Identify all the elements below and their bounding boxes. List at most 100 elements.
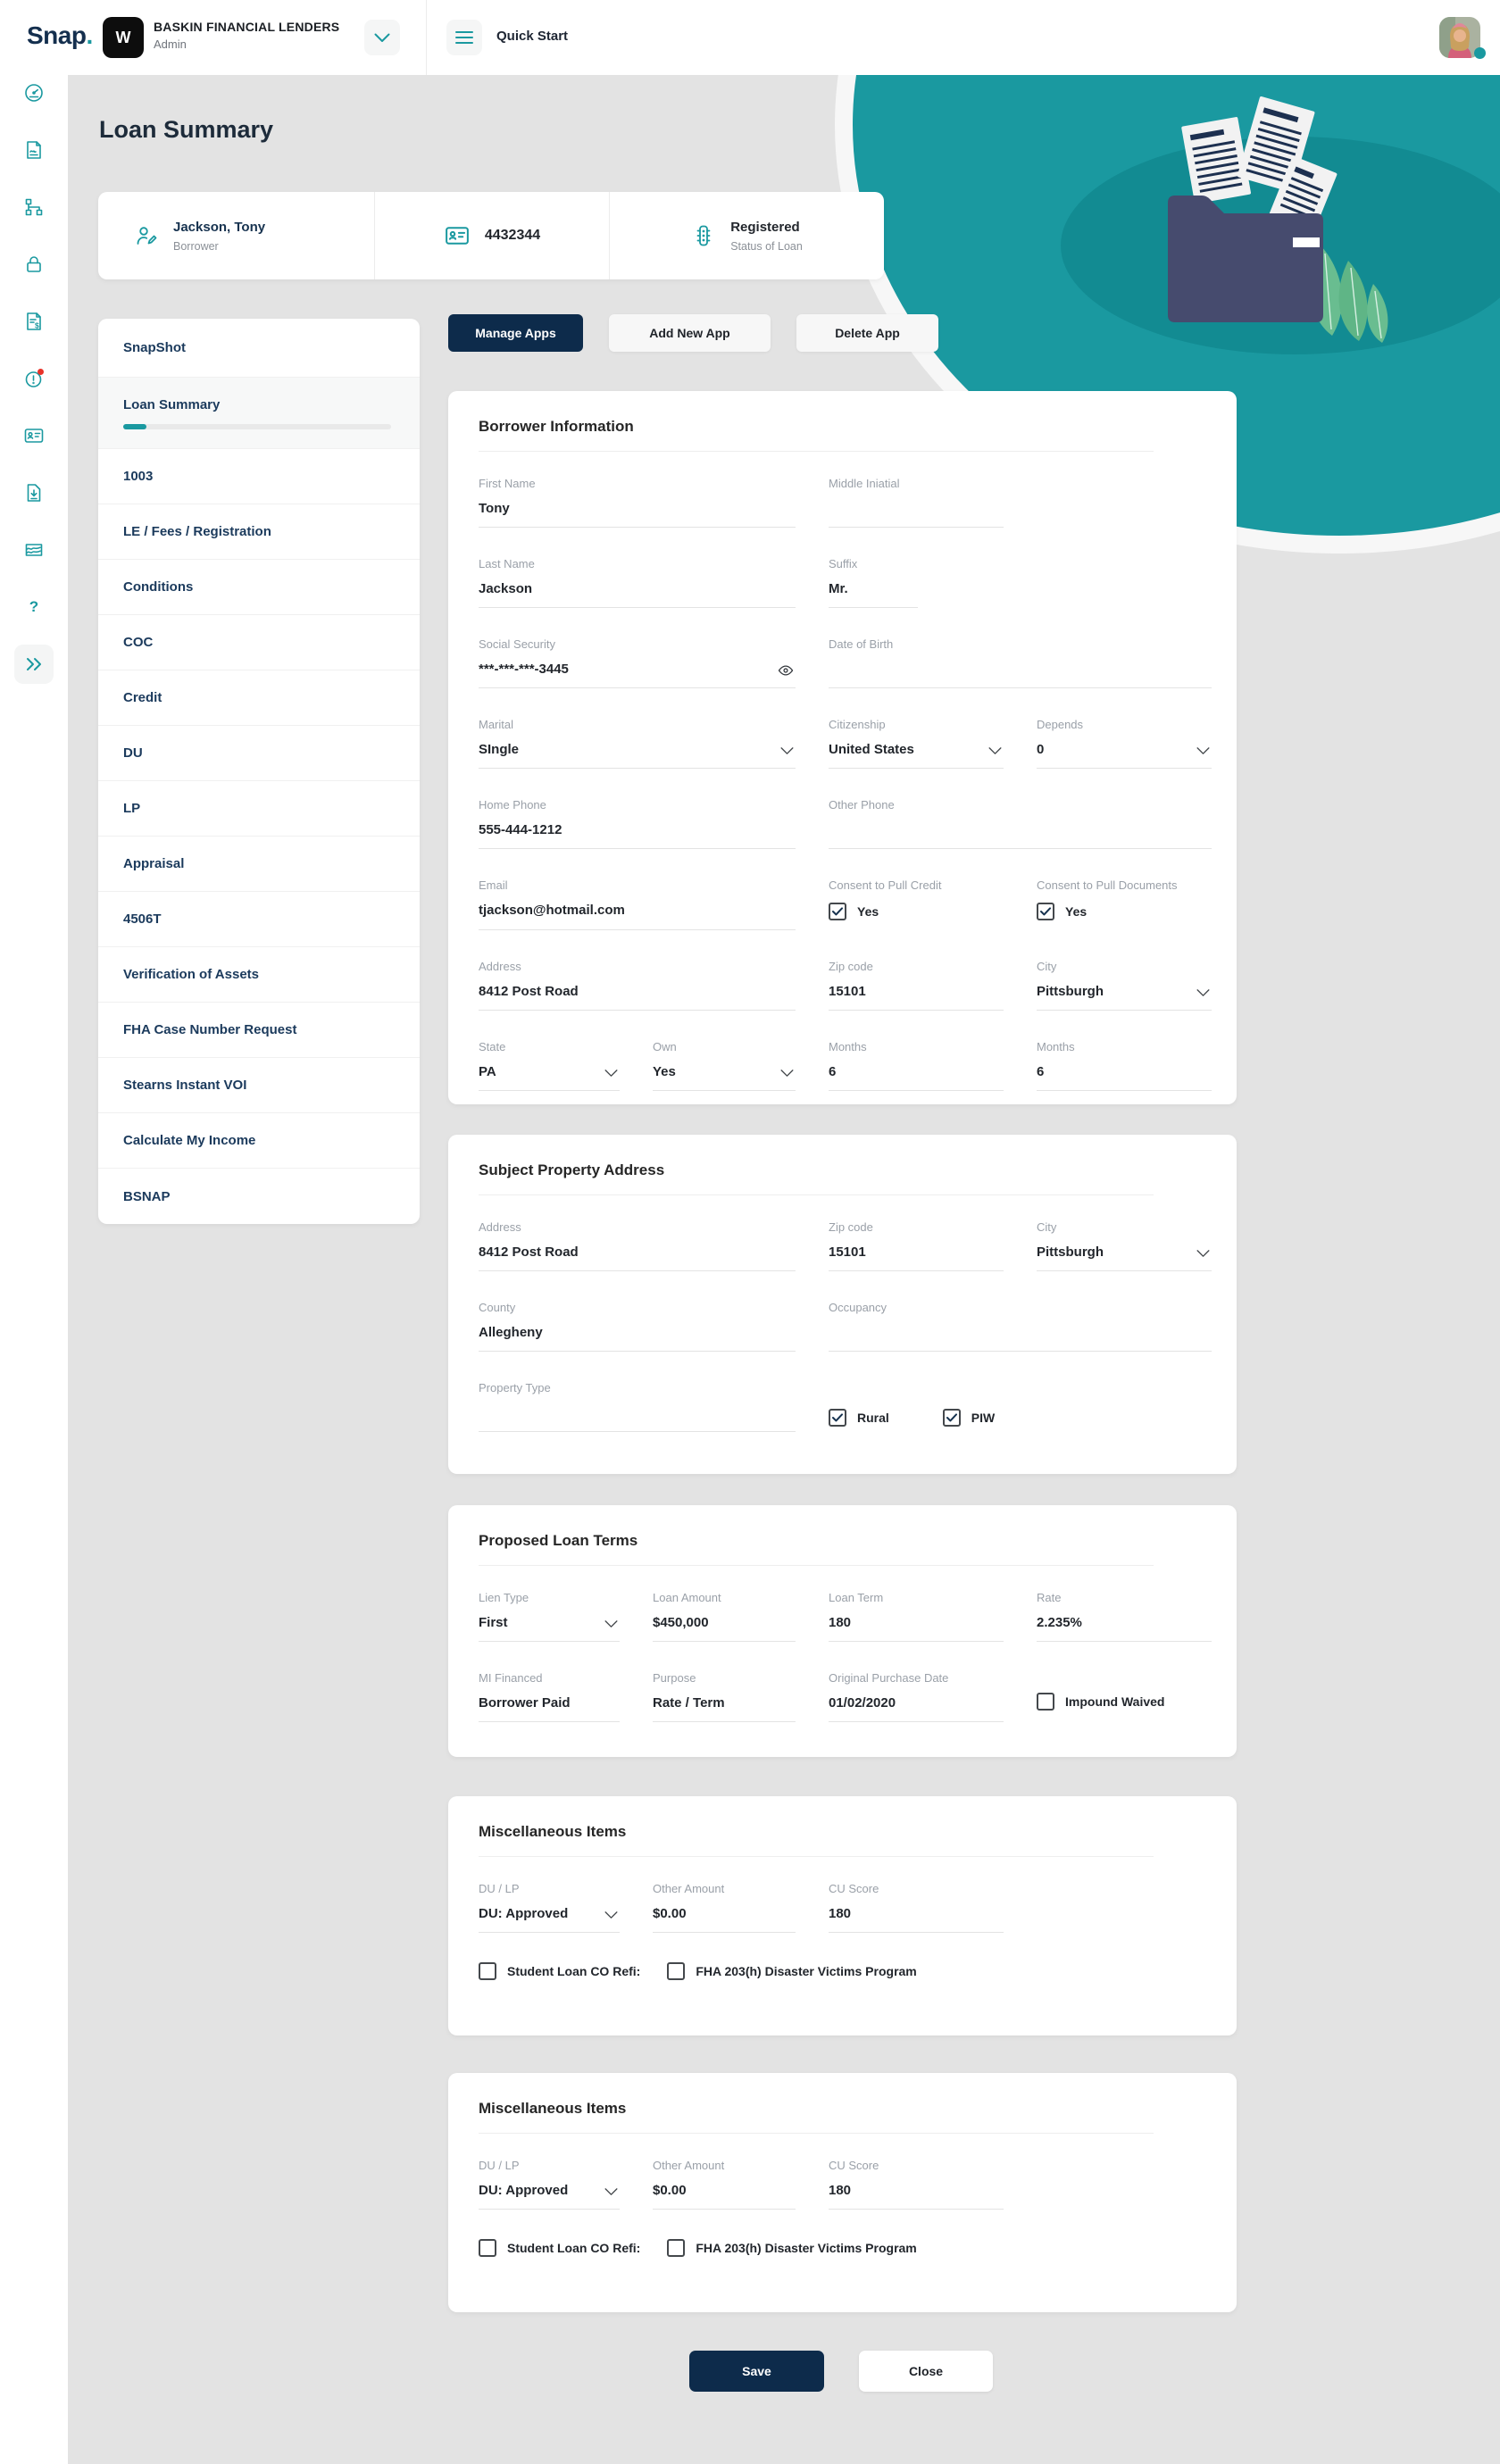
cu-score-field[interactable]: CU Score 180 [829, 1882, 1004, 1933]
impound-waived-checkbox[interactable]: Impound Waived [1037, 1693, 1212, 1711]
sidebar-item-lp[interactable]: LP [98, 781, 420, 837]
org-avatar[interactable]: W [103, 17, 144, 58]
property-type-field[interactable]: Property Type [479, 1381, 796, 1432]
add-new-app-button[interactable]: Add New App [609, 314, 771, 352]
loan-status-summary[interactable]: Registered Status of Loan [610, 192, 884, 279]
fha-203h-checkbox[interactable]: FHA 203(h) Disaster Victims Program [667, 1962, 917, 1980]
show-ssn-eye-icon[interactable] [778, 664, 794, 677]
delete-app-button[interactable]: Delete App [796, 314, 938, 352]
consent-documents-checkbox[interactable]: Yes [1037, 903, 1212, 920]
help-icon[interactable]: ? [23, 596, 45, 618]
sidebar-item-bsnap[interactable]: BSNAP [98, 1169, 420, 1224]
invoice-dollar-icon[interactable]: $ [23, 311, 45, 332]
social-security-field[interactable]: Social Security ***-***-***-3445 [479, 637, 796, 688]
citizenship-select[interactable]: Citizenship United States [829, 718, 1004, 769]
rural-checkbox[interactable]: Rural [829, 1408, 889, 1427]
checkbox-icon[interactable] [479, 2239, 496, 2257]
piw-checkbox[interactable]: PIW [942, 1408, 995, 1427]
home-phone-field[interactable]: Home Phone 555-444-1212 [479, 798, 796, 849]
chevron-down-icon[interactable] [604, 2188, 618, 2196]
other-amount-field[interactable]: Other Amount $0.00 [653, 2159, 796, 2210]
workflow-icon[interactable] [23, 196, 45, 218]
months-field[interactable]: Months 6 [1037, 1040, 1212, 1091]
email-field[interactable]: Email tjackson@hotmail.com [479, 878, 796, 930]
chevron-down-icon[interactable] [604, 1070, 618, 1078]
checkbox-icon[interactable] [1037, 903, 1054, 920]
sidebar-item-credit[interactable]: Credit [98, 670, 420, 726]
close-button[interactable]: Close [859, 2351, 993, 2392]
sidebar-item-conditions[interactable]: Conditions [98, 560, 420, 615]
sidebar-item-4506t[interactable]: 4506T [98, 892, 420, 947]
other-phone-field[interactable]: Other Phone [829, 798, 1212, 849]
months-field[interactable]: Months 6 [829, 1040, 1004, 1091]
mi-financed-field[interactable]: MI Financed Borrower Paid [479, 1671, 620, 1722]
original-purchase-date-field[interactable]: Original Purchase Date 01/02/2020 [829, 1671, 1004, 1722]
sidebar-item-stearns-instant-voi[interactable]: Stearns Instant VOI [98, 1058, 420, 1113]
rate-field[interactable]: Rate 2.235% [1037, 1591, 1212, 1642]
document-download-icon[interactable] [23, 482, 45, 504]
chevron-down-icon[interactable] [604, 1911, 618, 1919]
du-lp-select[interactable]: DU / LP DU: Approved [479, 1882, 620, 1933]
checkbox-icon[interactable] [942, 1408, 961, 1427]
sidebar-item-le-fees-registration[interactable]: LE / Fees / Registration [98, 504, 420, 560]
chevron-down-icon[interactable] [988, 747, 1002, 755]
depends-select[interactable]: Depends 0 [1037, 718, 1212, 769]
id-card-icon[interactable] [23, 425, 45, 446]
chevron-down-icon[interactable] [780, 1070, 794, 1078]
quick-start-label[interactable]: Quick Start [496, 29, 569, 44]
du-lp-select[interactable]: DU / LP DU: Approved [479, 2159, 620, 2210]
chevron-down-icon[interactable] [780, 747, 794, 755]
first-name-field[interactable]: First Name Tony [479, 477, 796, 528]
sidebar-item-fha-case-number-request[interactable]: FHA Case Number Request [98, 1003, 420, 1058]
address-field[interactable]: Address 8412 Post Road [479, 960, 796, 1011]
checkbox-icon[interactable] [667, 1962, 686, 1980]
manage-apps-button[interactable]: Manage Apps [448, 314, 583, 352]
county-field[interactable]: County Allegheny [479, 1301, 796, 1352]
sidebar-item-snapshot[interactable]: SnapShot [98, 319, 420, 378]
org-selector[interactable]: BASKIN FINANCIAL LENDERS Admin [154, 20, 339, 51]
collapse-sidebar-button[interactable] [14, 645, 54, 684]
chart-icon[interactable] [23, 539, 45, 561]
purpose-field[interactable]: Purpose Rate / Term [653, 1671, 796, 1722]
checkbox-icon[interactable] [829, 1408, 846, 1427]
loan-number-summary[interactable]: 4432344 [375, 192, 610, 279]
sidebar-item-coc[interactable]: COC [98, 615, 420, 670]
marital-select[interactable]: Marital SIngle [479, 718, 796, 769]
loan-amount-field[interactable]: Loan Amount $450,000 [653, 1591, 796, 1642]
own-select[interactable]: Own Yes [653, 1040, 796, 1091]
checkbox-icon[interactable] [667, 2239, 686, 2257]
save-button[interactable]: Save [689, 2351, 824, 2392]
sidebar-item-verification-of-assets[interactable]: Verification of Assets [98, 947, 420, 1003]
chevron-down-icon[interactable] [604, 1620, 618, 1628]
date-of-birth-field[interactable]: Date of Birth [829, 637, 1212, 688]
student-loan-refi-checkbox[interactable]: Student Loan CO Refi: [479, 1962, 640, 1980]
loan-term-field[interactable]: Loan Term 180 [829, 1591, 1004, 1642]
org-chevron-button[interactable] [364, 20, 400, 55]
other-amount-field[interactable]: Other Amount $0.00 [653, 1882, 796, 1933]
city-select[interactable]: City Pittsburgh [1037, 960, 1212, 1011]
borrower-summary[interactable]: Jackson, Tony Borrower [98, 192, 375, 279]
property-zip-field[interactable]: Zip code 15101 [829, 1220, 1004, 1271]
sidebar-item-appraisal[interactable]: Appraisal [98, 837, 420, 892]
alert-clock-icon[interactable] [23, 368, 45, 389]
fha-203h-checkbox[interactable]: FHA 203(h) Disaster Victims Program [667, 2239, 917, 2257]
dashboard-gauge-icon[interactable] [23, 82, 45, 104]
sidebar-item-du[interactable]: DU [98, 726, 420, 781]
checkbox-icon[interactable] [1037, 1693, 1054, 1711]
lock-icon[interactable] [23, 254, 45, 275]
cu-score-field[interactable]: CU Score 180 [829, 2159, 1004, 2210]
checkbox-icon[interactable] [479, 1962, 496, 1980]
chevron-down-icon[interactable] [1196, 747, 1210, 755]
checkbox-icon[interactable] [829, 903, 846, 920]
lien-type-select[interactable]: Lien Type First [479, 1591, 620, 1642]
sidebar-item-calculate-my-income[interactable]: Calculate My Income [98, 1113, 420, 1169]
property-city-select[interactable]: City Pittsburgh [1037, 1220, 1212, 1271]
chevron-down-icon[interactable] [1196, 1250, 1210, 1258]
user-avatar[interactable] [1439, 17, 1480, 58]
occupancy-field[interactable]: Occupancy [829, 1301, 1212, 1352]
document-signature-icon[interactable] [23, 139, 45, 161]
sidebar-item-loan-summary[interactable]: Loan Summary [98, 378, 420, 449]
sidebar-item-1003[interactable]: 1003 [98, 449, 420, 504]
student-loan-refi-checkbox[interactable]: Student Loan CO Refi: [479, 2239, 640, 2257]
quick-start-button[interactable] [446, 20, 482, 55]
